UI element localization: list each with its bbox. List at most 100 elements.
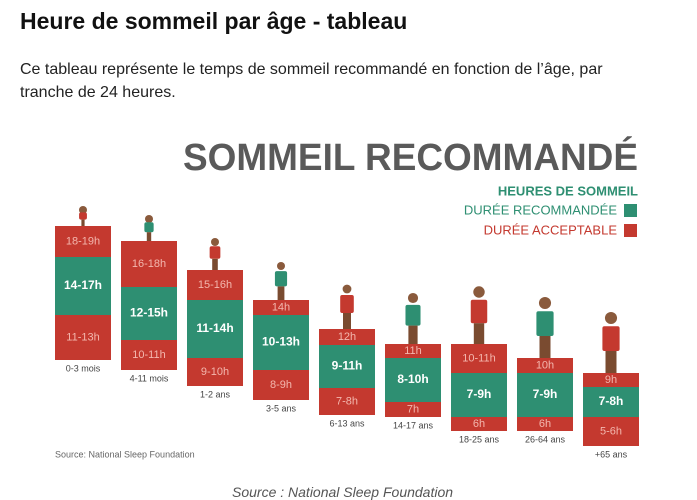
top-label: 12h — [338, 331, 356, 343]
acceptable-top — [253, 300, 309, 315]
recommended — [517, 373, 573, 417]
legend-heading: HEURES DE SOMMEIL — [498, 183, 638, 198]
description: Ce tableau représente le temps de sommei… — [20, 61, 603, 101]
top-label: 9h — [605, 374, 617, 386]
figure-legs — [81, 219, 85, 226]
figure-legs — [473, 323, 485, 344]
acceptable-top — [583, 373, 639, 387]
bottom-label: 11-13h — [66, 331, 99, 343]
top-label: 18-19h — [66, 235, 100, 247]
top-label: 11h — [404, 345, 422, 357]
acceptable-top — [517, 358, 573, 373]
legend-item: DURÉE RECOMMANDÉE — [464, 202, 617, 217]
age-label: 1-2 ans — [200, 389, 231, 399]
bottom-label: 9-10h — [201, 366, 229, 378]
recommended-label: 9-11h — [332, 359, 363, 373]
acceptable-bottom — [253, 370, 309, 400]
acceptable-top — [451, 344, 507, 373]
caption: Source : National Sleep Foundation — [232, 484, 454, 500]
acceptable-bottom — [187, 358, 243, 386]
figure-legs — [277, 286, 285, 300]
figure-body — [470, 299, 488, 324]
recommended — [583, 387, 639, 417]
acceptable-top — [385, 344, 441, 358]
recommended — [187, 300, 243, 358]
age-label: 26-64 ans — [525, 434, 566, 444]
bottom-label: 7-8h — [336, 395, 358, 407]
top-label: 10h — [536, 359, 554, 371]
acceptable-bottom — [451, 417, 507, 431]
acceptable-bottom — [55, 315, 111, 360]
acceptable-bottom — [319, 388, 375, 415]
age-label: 0-3 mois — [66, 363, 101, 373]
legend-swatch — [624, 204, 637, 217]
acceptable-bottom — [385, 402, 441, 417]
bottom-label: 8-9h — [270, 379, 292, 391]
bottom-label: 5-6h — [600, 425, 622, 437]
figure-head — [473, 286, 485, 298]
figure-head — [211, 238, 219, 246]
top-label: 14h — [272, 301, 290, 313]
recommended-label: 7-8h — [599, 394, 624, 408]
acceptable-top — [121, 241, 177, 287]
figure-head — [145, 215, 153, 223]
figure-body — [340, 295, 354, 313]
recommended-label: 8-10h — [397, 372, 428, 386]
acceptable-top — [319, 329, 375, 345]
figure-head — [538, 296, 552, 310]
recommended — [319, 345, 375, 388]
figure-body — [405, 304, 421, 326]
bottom-label: 10-11h — [132, 349, 165, 361]
figure-head — [277, 262, 285, 270]
figure-legs — [146, 232, 152, 241]
bottom-label: 6h — [539, 418, 551, 430]
figure-body — [602, 326, 620, 351]
recommended-label: 10-13h — [262, 335, 300, 349]
figure-legs — [343, 313, 351, 329]
infographic-title: SOMMEIL RECOMMANDÉ — [183, 135, 638, 179]
source: Source: National Sleep Foundation — [55, 449, 195, 459]
figure-head — [407, 292, 419, 304]
figure-legs — [212, 258, 218, 270]
acceptable-bottom — [583, 417, 639, 446]
page-title: Heure de sommeil par âge - tableau — [20, 8, 408, 34]
recommended — [385, 358, 441, 402]
figure-head — [342, 284, 352, 294]
recommended — [55, 257, 111, 315]
figure-head — [604, 311, 618, 325]
figure-body — [79, 212, 87, 220]
acceptable-bottom — [517, 417, 573, 431]
age-label: 4-11 mois — [130, 373, 169, 383]
recommended — [451, 373, 507, 417]
recommended-label: 7-9h — [533, 387, 558, 401]
figure-body — [144, 222, 154, 233]
figure-body — [209, 246, 221, 259]
top-label: 15-16h — [198, 279, 232, 291]
recommended-label: 11-14h — [196, 321, 233, 335]
bottom-label: 7h — [407, 403, 419, 415]
figure-body — [274, 271, 288, 287]
legend-item: DURÉE ACCEPTABLE — [484, 222, 618, 237]
figure-legs — [408, 325, 418, 344]
figure-legs — [605, 351, 617, 373]
bottom-label: 6h — [473, 418, 485, 430]
figure-body — [536, 311, 554, 336]
recommended — [253, 315, 309, 370]
age-label: 6-13 ans — [329, 418, 365, 428]
top-label: 10-11h — [462, 352, 495, 364]
top-label: 16-18h — [132, 258, 166, 270]
age-label: +65 ans — [595, 449, 628, 459]
age-label: 18-25 ans — [459, 434, 500, 444]
legend-swatch — [624, 224, 637, 237]
age-label: 14-17 ans — [393, 420, 434, 430]
acceptable-top — [55, 226, 111, 257]
recommended-label: 7-9h — [467, 387, 492, 401]
recommended — [121, 287, 177, 340]
figure-legs — [539, 336, 551, 358]
recommended-label: 14-17h — [64, 278, 102, 292]
infographic: SOMMEIL RECOMMANDÉ HEURES DE SOMMEIL DUR… — [55, 135, 639, 459]
figure-head — [79, 206, 87, 214]
acceptable-bottom — [121, 340, 177, 370]
recommended-label: 12-15h — [130, 306, 168, 320]
